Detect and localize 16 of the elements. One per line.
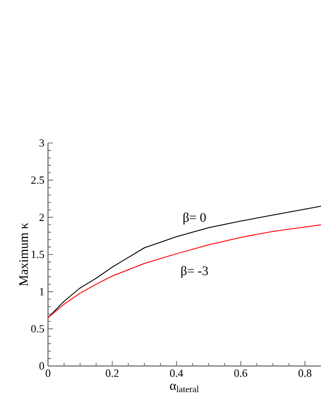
y-axis-title: Maximum κ [19, 222, 28, 286]
x-axis-title: α$_{lateral}$ [170, 384, 199, 392]
x-tick-label: 0.2 [106, 370, 118, 377]
x-tick-label: 0.8 [298, 370, 312, 377]
series-label: β= -3 [181, 266, 208, 278]
y-tick-label: 2.5 [31, 176, 44, 184]
x-tick-label: 0 [46, 370, 50, 377]
series-label: β= 0 [183, 212, 206, 224]
x-tick-label: 0.6 [234, 370, 248, 377]
y-tick-label: 0.5 [31, 325, 44, 333]
y-tick-label: 1 [40, 288, 44, 296]
x-tick-label: 0.4 [170, 370, 184, 377]
y-tick-label: 1.5 [32, 250, 44, 258]
y-tick-label: 0 [39, 362, 44, 370]
y-tick-label: 3 [40, 139, 44, 147]
y-tick-label: 2 [39, 214, 44, 221]
